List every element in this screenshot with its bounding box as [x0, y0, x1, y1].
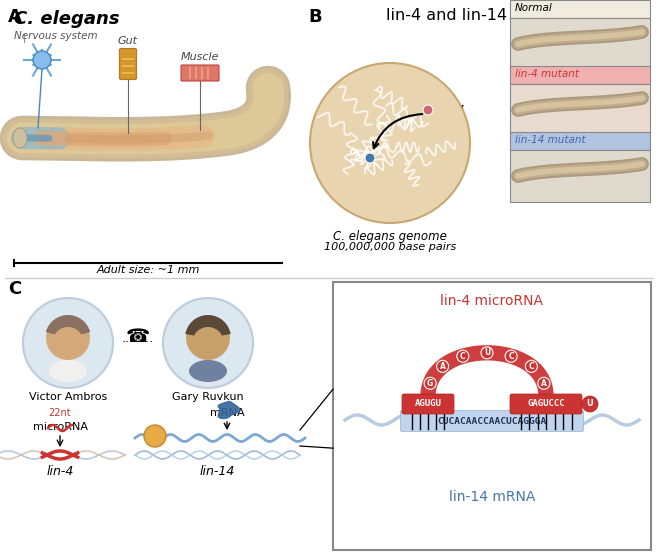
Text: AGUGU: AGUGU [415, 400, 442, 408]
Text: lin-14: lin-14 [378, 152, 415, 165]
Text: ☎: ☎ [126, 326, 150, 345]
Text: B: B [308, 8, 322, 26]
Bar [510, 66, 650, 84]
Ellipse shape [49, 360, 87, 382]
Text: ....: .... [138, 331, 154, 344]
Ellipse shape [13, 128, 27, 148]
FancyBboxPatch shape [510, 394, 582, 414]
Text: Adult size: ~1 mm: Adult size: ~1 mm [96, 265, 199, 275]
Text: microRNA: microRNA [32, 422, 88, 432]
Text: Gut: Gut [118, 36, 138, 46]
Text: ....: .... [122, 331, 138, 344]
Circle shape [23, 298, 113, 388]
Text: A: A [541, 379, 547, 388]
Bar [510, 18, 650, 70]
Text: Muscle: Muscle [181, 52, 219, 62]
Bar [510, 84, 650, 136]
Wedge shape [186, 315, 231, 338]
Text: 100,000,000 base pairs: 100,000,000 base pairs [324, 242, 456, 252]
Circle shape [144, 425, 166, 447]
Text: G: G [427, 379, 433, 388]
FancyBboxPatch shape [333, 282, 651, 550]
Text: mRNA: mRNA [210, 408, 244, 418]
FancyBboxPatch shape [402, 394, 454, 414]
Circle shape [163, 298, 253, 388]
Circle shape [437, 360, 449, 372]
Text: lin-14: lin-14 [199, 465, 235, 478]
Circle shape [582, 396, 598, 412]
Circle shape [424, 377, 436, 389]
Circle shape [481, 347, 493, 359]
Text: lin-4 and lin-14 mutants: lin-4 and lin-14 mutants [386, 8, 580, 23]
Text: C: C [8, 280, 21, 298]
FancyBboxPatch shape [181, 65, 219, 81]
Text: lin-4 microRNA: lin-4 microRNA [440, 294, 544, 308]
Text: lin-4 mutant: lin-4 mutant [515, 69, 579, 79]
Text: C: C [509, 352, 514, 360]
FancyBboxPatch shape [120, 49, 136, 79]
FancyBboxPatch shape [401, 411, 584, 431]
Circle shape [46, 316, 90, 360]
Text: lin-4: lin-4 [436, 103, 465, 117]
Circle shape [423, 105, 433, 115]
Text: 22nt: 22nt [49, 408, 71, 418]
Text: C: C [460, 352, 466, 360]
Text: C: C [528, 362, 534, 371]
Polygon shape [218, 402, 240, 418]
Circle shape [457, 350, 469, 362]
Text: lin-14 mutant: lin-14 mutant [515, 135, 586, 145]
Text: Victor Ambros: Victor Ambros [29, 392, 107, 402]
Circle shape [525, 360, 538, 372]
Circle shape [505, 350, 517, 362]
Text: Gary Ruvkun: Gary Ruvkun [172, 392, 244, 402]
Circle shape [186, 316, 230, 360]
Circle shape [538, 377, 550, 389]
Ellipse shape [53, 327, 83, 355]
Text: U: U [587, 400, 594, 408]
Circle shape [365, 153, 375, 163]
Text: CUCACAACCAACUCAGGGA: CUCACAACCAACUCAGGGA [438, 416, 547, 426]
Text: lin-14 mRNA: lin-14 mRNA [449, 490, 535, 504]
Text: Normal: Normal [515, 3, 553, 13]
Text: lin-4: lin-4 [46, 465, 74, 478]
Text: U: U [484, 348, 490, 357]
Text: C. elegans genome: C. elegans genome [333, 230, 447, 243]
Text: GAGUCCC: GAGUCCC [527, 400, 565, 408]
Bar [510, 150, 650, 202]
Bar [510, 132, 650, 150]
Ellipse shape [189, 360, 227, 382]
Wedge shape [46, 315, 90, 338]
Circle shape [310, 63, 470, 223]
Ellipse shape [193, 327, 223, 355]
Text: A: A [440, 362, 445, 371]
Circle shape [33, 51, 51, 69]
Text: C. elegans: C. elegans [14, 10, 120, 28]
Text: Nervous system: Nervous system [14, 31, 97, 41]
Bar [510, 0, 650, 18]
Text: A: A [8, 8, 22, 26]
